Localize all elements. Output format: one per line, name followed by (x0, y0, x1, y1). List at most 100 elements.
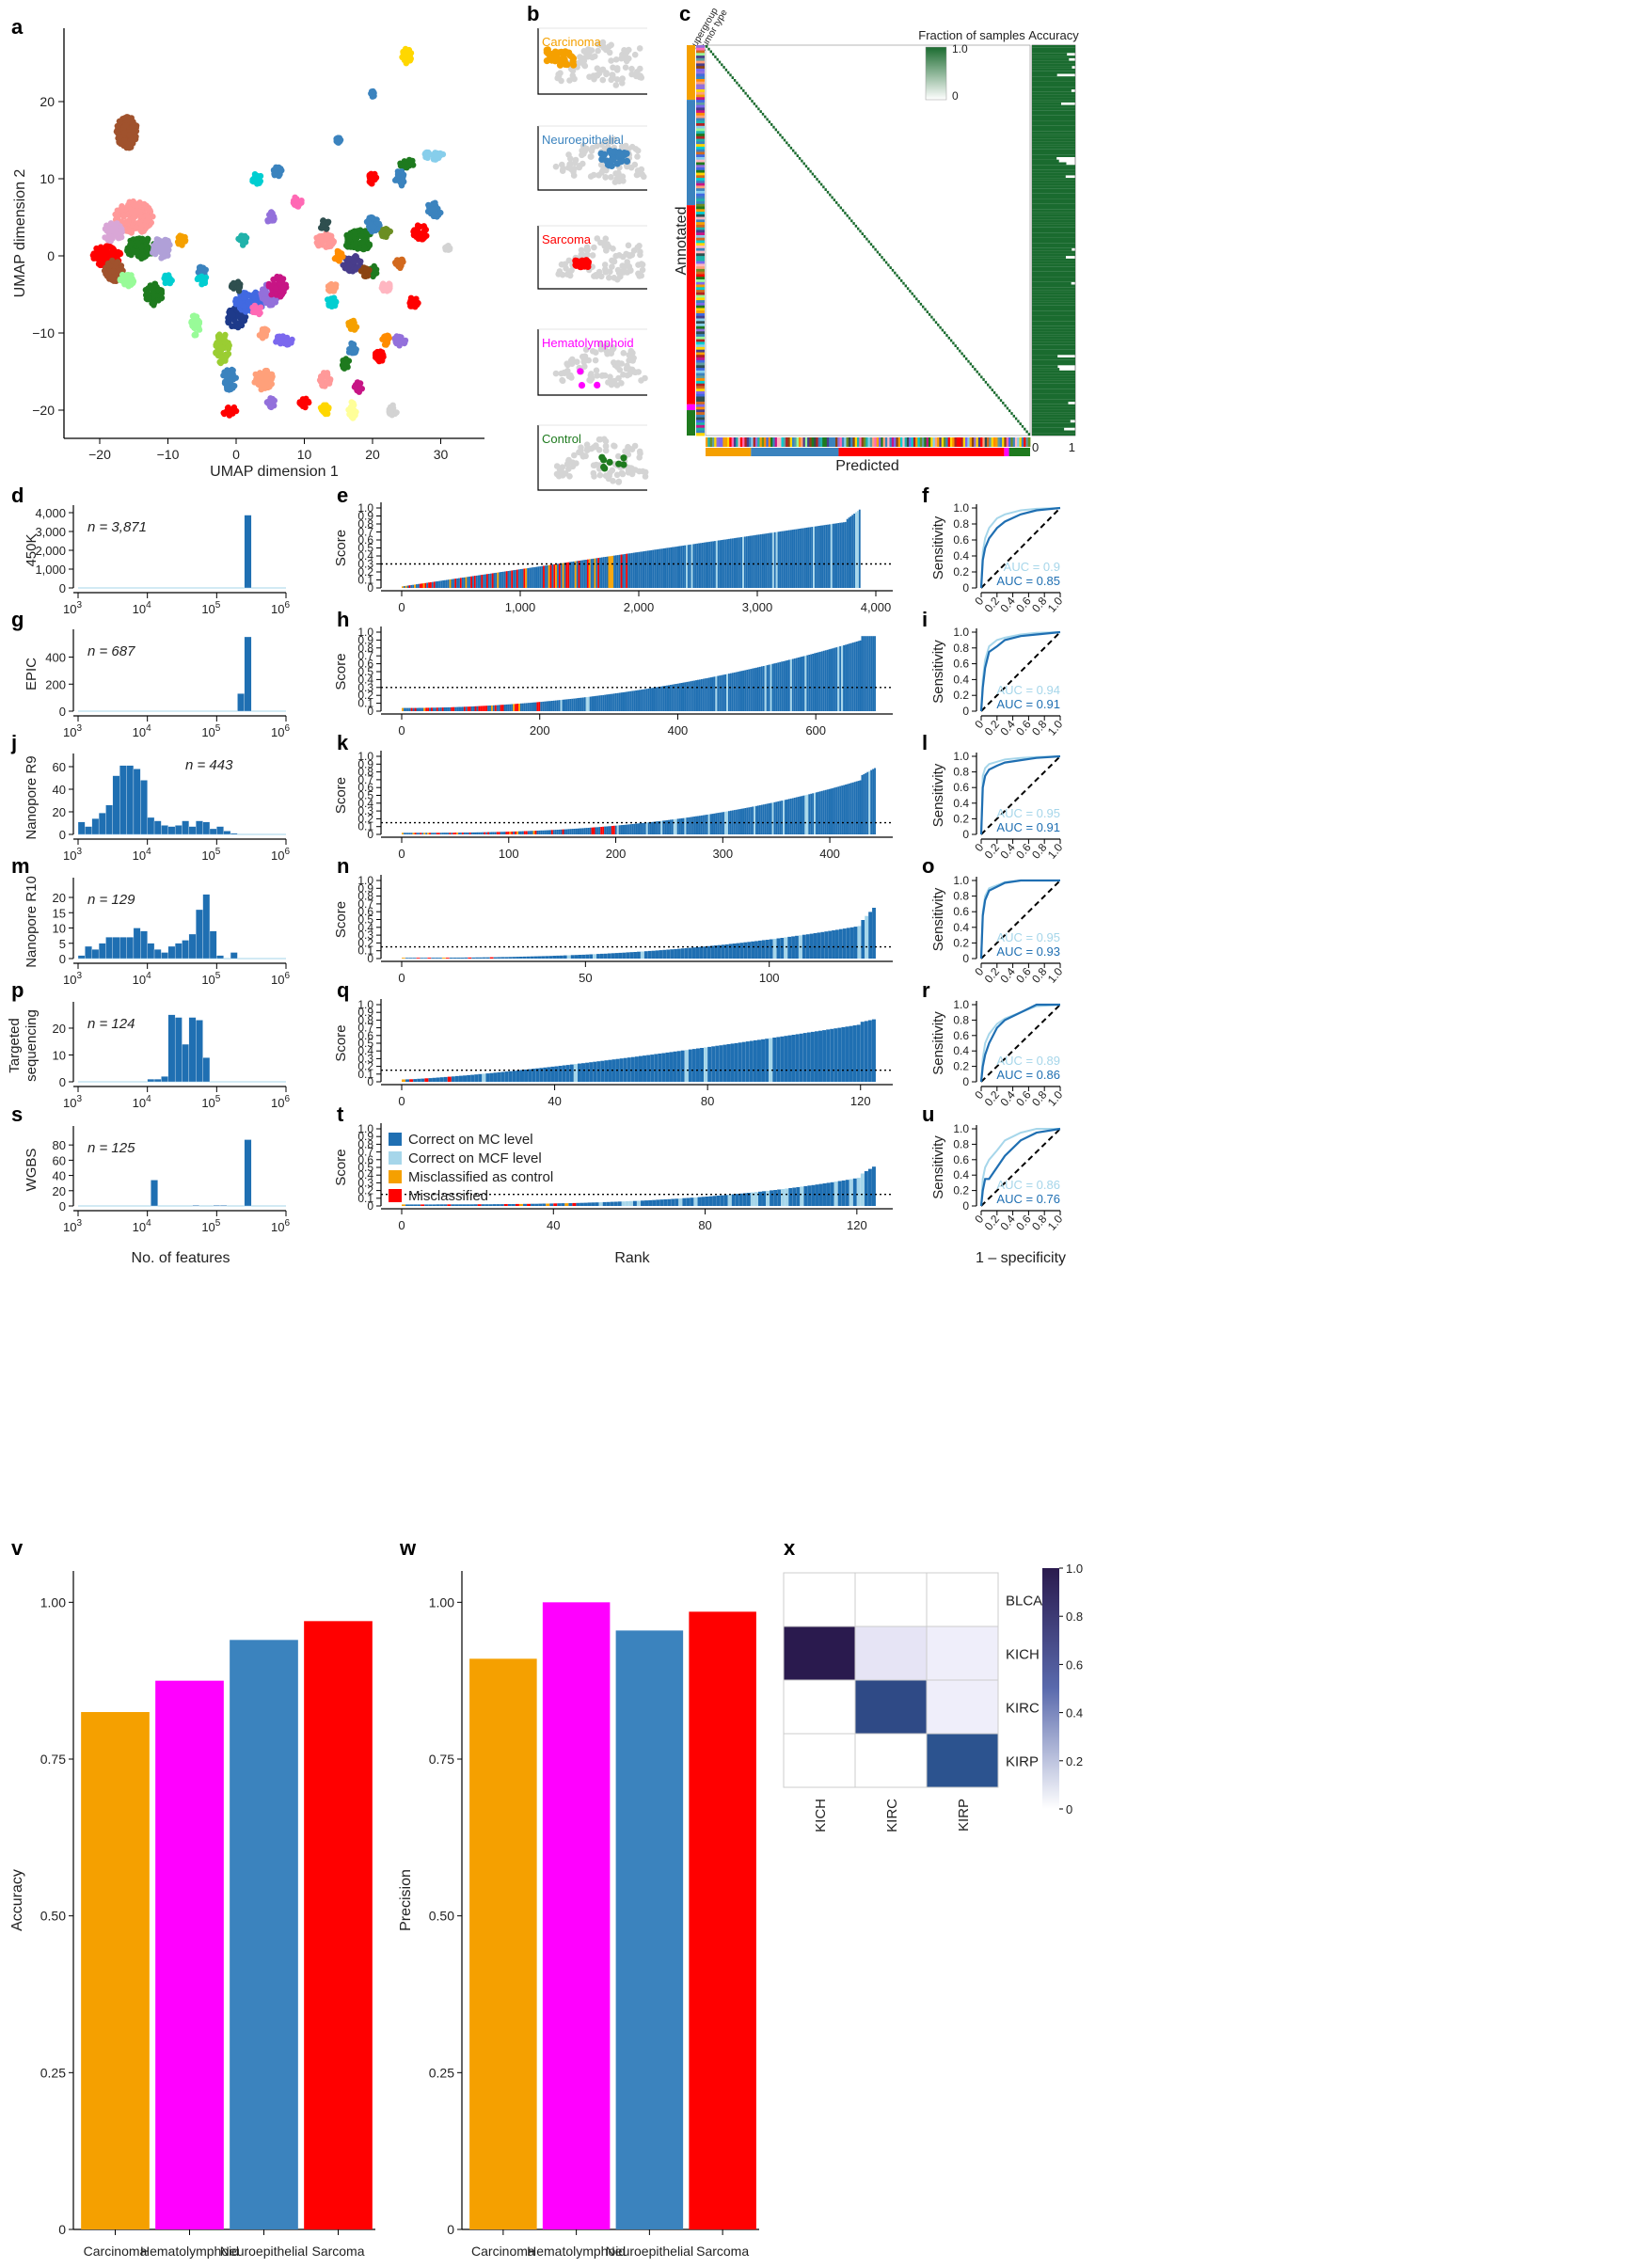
score-bar (626, 1201, 629, 1206)
predicted-type-strip (1000, 437, 1003, 447)
score-bar (680, 546, 682, 588)
accuracy-bar (1032, 48, 1075, 51)
score-bar (432, 582, 434, 588)
score-bar (479, 958, 483, 959)
score-bar (704, 1047, 707, 1082)
score-bar (409, 708, 411, 711)
accuracy-bar (1032, 259, 1075, 262)
umap-point (403, 338, 408, 343)
diagonal-cell (894, 272, 896, 275)
x-tick-label: 103 (63, 600, 82, 616)
score-bar (633, 1201, 637, 1206)
platform-label: Nanopore R10 (24, 876, 40, 968)
accuracy-bar (1032, 214, 1075, 217)
umap-point (100, 246, 105, 252)
histogram-bin (224, 831, 230, 834)
score-bar (736, 673, 738, 712)
score-bar (800, 797, 802, 834)
score-bar (853, 1025, 857, 1082)
score-bar (810, 655, 812, 712)
score-bar (526, 703, 528, 711)
background-point (591, 470, 597, 477)
tumor-type-strip (696, 253, 705, 256)
tumor-type-strip (696, 120, 705, 123)
histogram-bin (216, 956, 223, 959)
umap-point (367, 242, 373, 247)
score-bar (650, 822, 652, 834)
score-bar (742, 808, 744, 834)
tumor-type-strip (696, 194, 705, 197)
accuracy-bar (1032, 170, 1075, 173)
y-tick-label: 0 (59, 581, 66, 595)
predicted-type-strip (772, 437, 775, 447)
diagonal-cell (712, 53, 714, 56)
accuracy-bar (1032, 141, 1075, 144)
score-bar (825, 650, 827, 711)
colorbar-lo: 0 (952, 89, 959, 103)
predicted-type-strip (784, 437, 786, 447)
score-bar (692, 947, 696, 959)
score-bar (751, 535, 753, 588)
score-bar (531, 957, 534, 959)
histogram-bin (220, 1205, 227, 1206)
score-bar (821, 526, 823, 589)
tumor-type-strip (696, 365, 705, 368)
score-bar (415, 708, 417, 711)
umap-point (268, 404, 274, 410)
histogram-bin (196, 821, 202, 834)
score-bar (811, 1032, 815, 1082)
score-bar (807, 528, 809, 588)
score-bar (841, 1027, 845, 1082)
accuracy-bar (1032, 175, 1066, 178)
y-tick-label: 20 (53, 1184, 66, 1198)
y-tick-label: 0 (59, 828, 66, 842)
fraction-colorbar (926, 47, 946, 100)
score-bar (451, 1204, 454, 1206)
score-bar (857, 511, 859, 588)
score-bar (703, 816, 705, 834)
umap-point (361, 244, 367, 249)
accuracy-bar (1032, 279, 1075, 282)
y-tick-label: 1.0 (357, 626, 373, 639)
score-bar (780, 938, 784, 959)
score-bar (410, 585, 412, 588)
background-point (564, 362, 571, 369)
score-bar (592, 696, 594, 711)
score-bar (816, 792, 818, 834)
score-bar (837, 1028, 841, 1082)
predicted-type-strip (1020, 437, 1023, 447)
score-bar (741, 809, 743, 834)
predicted-type-strip (707, 437, 710, 447)
diagonal-cell (965, 357, 967, 360)
predicted-type-strip (883, 437, 886, 447)
score-bar (849, 784, 850, 834)
diagonal-cell (844, 212, 846, 214)
panel-letter-n: n (337, 854, 349, 878)
umap-point (335, 138, 341, 144)
score-bar (485, 1073, 489, 1082)
platform-label: WGBS (24, 1149, 40, 1192)
diagonal-cell (797, 154, 799, 157)
accuracy-title: Accuracy (1028, 28, 1079, 42)
umap-point (423, 233, 429, 239)
x-tick-label: 200 (530, 723, 550, 737)
score-bar (798, 658, 800, 711)
score-bar (744, 537, 746, 589)
background-point (636, 454, 643, 461)
predicted-type-strip (777, 437, 780, 447)
umap-point (370, 214, 375, 220)
score-bar (637, 690, 639, 711)
score-bar (421, 1204, 424, 1206)
umap-point (382, 333, 388, 339)
histogram-bin (99, 944, 105, 959)
predicted-type-strip (1008, 437, 1011, 447)
score-bar (861, 636, 863, 711)
predicted-type-strip (725, 437, 728, 447)
predicted-type-strip (749, 437, 752, 447)
score-bar (534, 957, 538, 959)
accuracy-bar (1032, 63, 1075, 66)
score-bar (476, 576, 478, 588)
predicted-type-strip (929, 437, 931, 447)
score-bar (726, 539, 728, 588)
score-bar (485, 706, 487, 711)
